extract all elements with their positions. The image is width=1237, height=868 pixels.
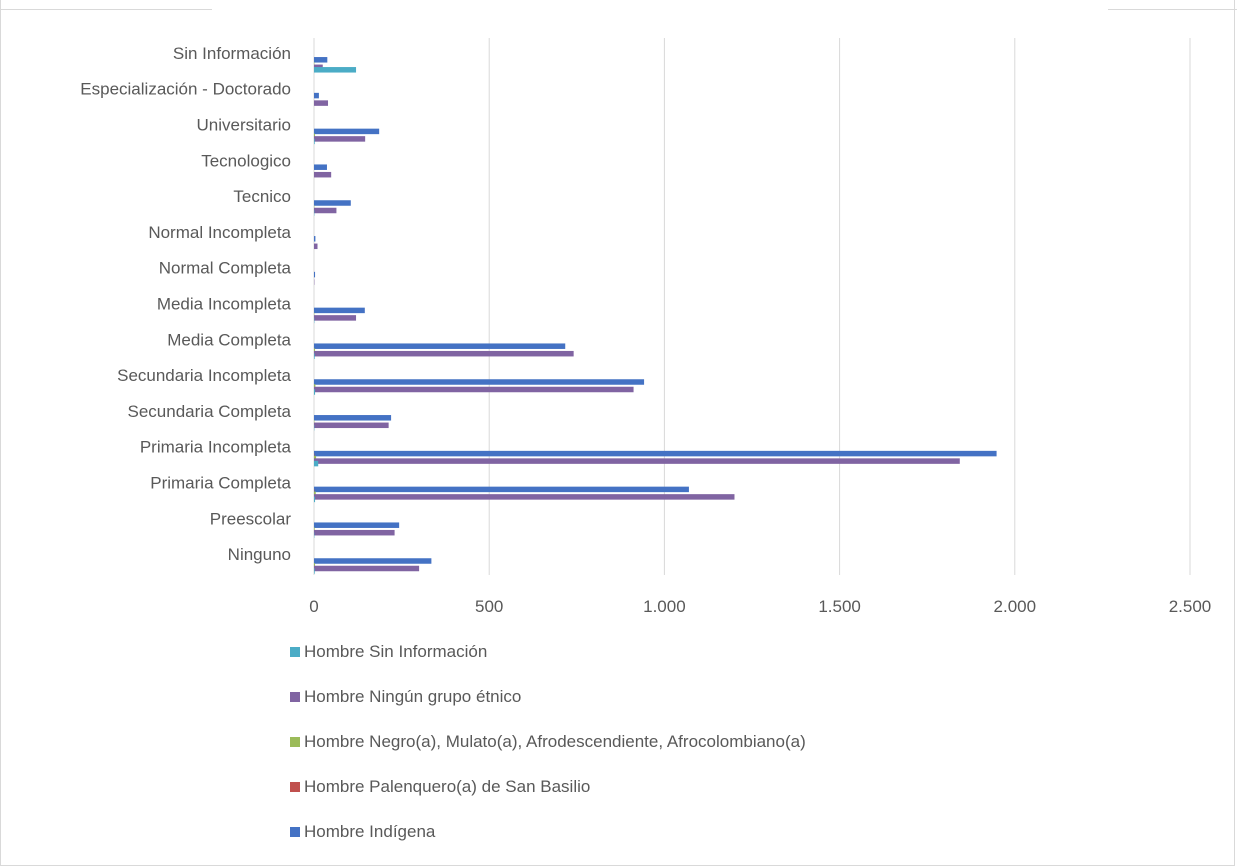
bar bbox=[314, 415, 392, 421]
legend-label: Hombre Indígena bbox=[304, 822, 436, 841]
category-label: Especialización - Doctorado bbox=[80, 80, 291, 99]
bar bbox=[314, 315, 357, 321]
bar bbox=[314, 568, 315, 574]
x-tick-label: 0 bbox=[309, 597, 318, 616]
legend-swatch bbox=[290, 737, 300, 747]
bar bbox=[314, 92, 319, 99]
legend-item: Hombre Negro(a), Mulato(a), Afrodescendi… bbox=[290, 730, 806, 754]
bar bbox=[314, 458, 960, 464]
bar bbox=[314, 558, 432, 564]
bar bbox=[314, 522, 400, 528]
bar bbox=[314, 136, 366, 142]
x-tick-label: 2.000 bbox=[994, 597, 1037, 616]
category-label: Preescolar bbox=[210, 509, 292, 528]
category-labels: Ninguno Preescolar Primaria Completa Primar… bbox=[80, 44, 291, 564]
category-label: Normal Incompleta bbox=[148, 223, 291, 242]
bars bbox=[314, 57, 997, 574]
category-label: Normal Completa bbox=[159, 259, 292, 278]
legend-label: Hombre Ningún grupo étnico bbox=[304, 687, 522, 706]
legend-swatch bbox=[290, 692, 300, 702]
bar bbox=[314, 529, 395, 536]
bar bbox=[314, 128, 380, 135]
x-tick-label: 1.500 bbox=[818, 597, 861, 616]
frame-top-line-right bbox=[1108, 9, 1237, 10]
bar bbox=[314, 171, 332, 178]
bar bbox=[314, 164, 327, 170]
bar bbox=[314, 486, 689, 493]
bar bbox=[314, 350, 574, 357]
bar bbox=[314, 496, 316, 503]
bar bbox=[314, 271, 316, 278]
bar bbox=[314, 565, 420, 572]
bar bbox=[314, 422, 389, 429]
legend-label: Hombre Palenquero(a) de San Basilio bbox=[304, 777, 591, 796]
bar bbox=[314, 307, 365, 314]
legend-item: Hombre Palenquero(a) de San Basilio bbox=[290, 775, 590, 799]
legend-swatch bbox=[290, 827, 300, 837]
category-label: Tecnologico bbox=[201, 151, 291, 170]
legend-swatch bbox=[290, 782, 300, 792]
bar bbox=[314, 450, 997, 457]
bar bbox=[314, 460, 319, 467]
legend-label: Hombre Negro(a), Mulato(a), Afrodescendi… bbox=[304, 732, 806, 751]
category-label: Primaria Incompleta bbox=[140, 438, 292, 457]
bar bbox=[314, 353, 315, 359]
gridlines bbox=[313, 38, 1191, 575]
legend-item: Hombre Ningún grupo étnico bbox=[290, 685, 521, 709]
bar bbox=[314, 343, 566, 349]
x-tick-label: 2.500 bbox=[1169, 597, 1212, 616]
category-label: Secundaria Incompleta bbox=[117, 366, 291, 385]
category-label: Secundaria Completa bbox=[128, 402, 292, 421]
category-label: Universitario bbox=[197, 116, 291, 135]
legend-item: Hombre Indígena bbox=[290, 820, 435, 844]
category-label: Media Incompleta bbox=[157, 295, 292, 314]
bar bbox=[314, 386, 634, 393]
bar bbox=[314, 389, 316, 395]
x-tick-label: 1.000 bbox=[643, 597, 686, 616]
bar bbox=[314, 207, 337, 214]
category-label: Sin Información bbox=[173, 44, 291, 63]
legend-swatch bbox=[290, 647, 300, 657]
bar bbox=[314, 100, 329, 106]
bar bbox=[314, 494, 735, 500]
bar bbox=[314, 57, 328, 63]
category-label: Media Completa bbox=[167, 330, 291, 349]
bar bbox=[314, 138, 315, 145]
x-tick-labels: 0 500 1.000 1.500 2.000 2.500 bbox=[309, 597, 1211, 616]
category-label: Ninguno bbox=[228, 545, 291, 564]
bar bbox=[314, 200, 351, 206]
bar bbox=[314, 379, 645, 385]
bar bbox=[314, 236, 316, 242]
category-label: Tecnico bbox=[233, 187, 291, 206]
x-tick-label: 500 bbox=[475, 597, 503, 616]
frame-top-line-left bbox=[0, 9, 212, 10]
bar bbox=[314, 67, 357, 73]
legend-label: Hombre Sin Información bbox=[304, 642, 488, 661]
legend-item: Hombre Sin Información bbox=[290, 640, 487, 664]
bar bbox=[314, 243, 318, 250]
category-label: Primaria Completa bbox=[150, 474, 291, 493]
